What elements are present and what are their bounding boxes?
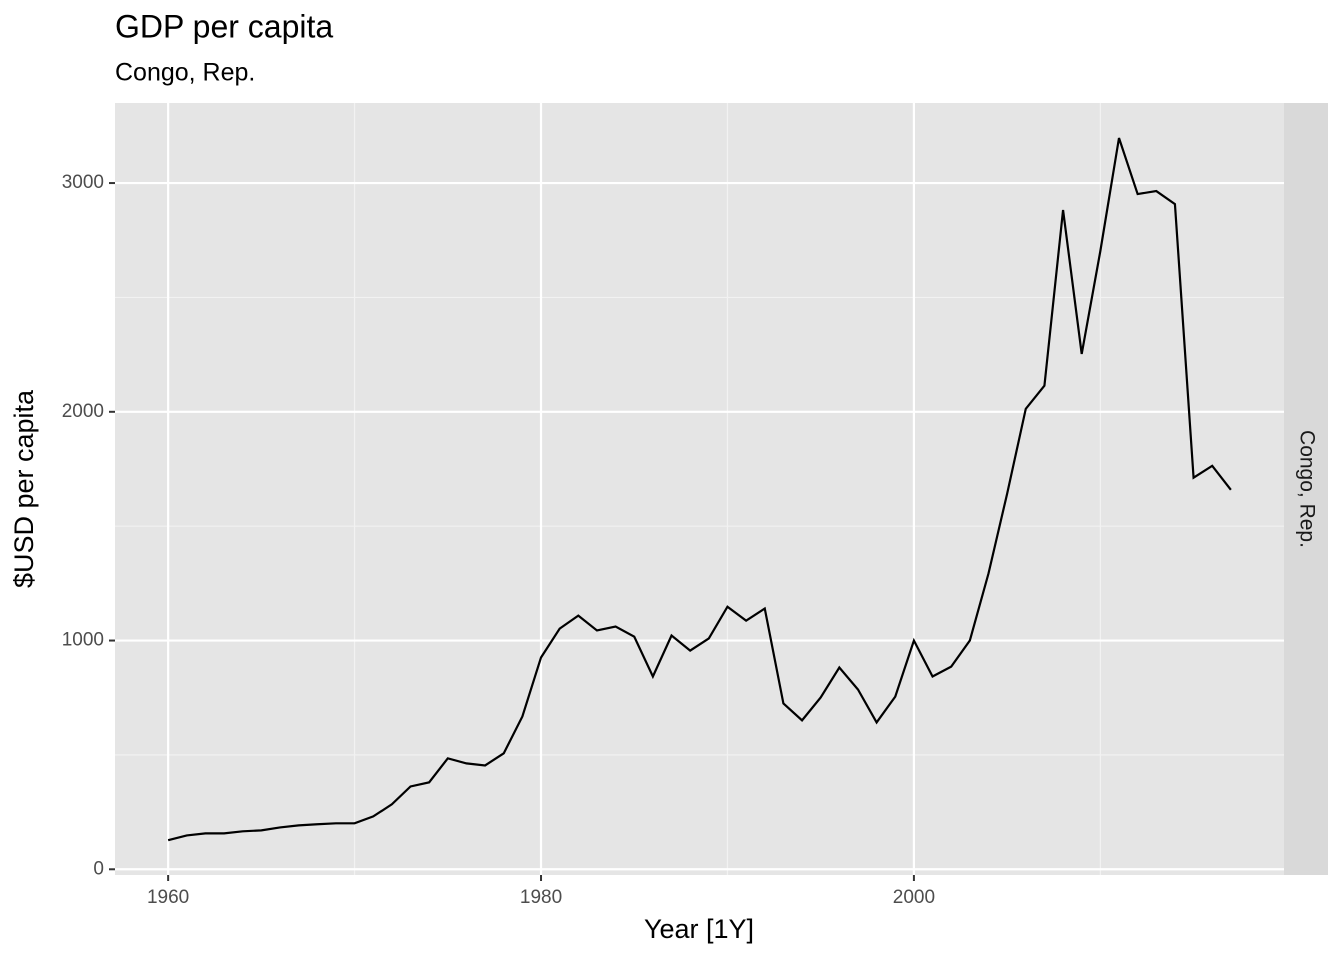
y-tick-label: 3000 bbox=[62, 172, 104, 193]
chart-subtitle: Congo, Rep. bbox=[115, 59, 255, 87]
facet-strip bbox=[1284, 103, 1328, 875]
facet-label: Congo, Rep. bbox=[1295, 430, 1318, 548]
y-tick-label: 2000 bbox=[62, 401, 104, 422]
x-tick-label: 2000 bbox=[893, 887, 935, 908]
chart-title: GDP per capita bbox=[115, 8, 333, 44]
y-tick-label: 1000 bbox=[62, 630, 104, 651]
panel bbox=[115, 103, 1284, 875]
y-tick-label: 0 bbox=[93, 858, 104, 879]
y-axis-label: $USD per capita bbox=[9, 389, 39, 588]
x-axis-label: Year [1Y] bbox=[644, 914, 754, 944]
x-tick-label: 1960 bbox=[147, 887, 189, 908]
x-tick-label: 1980 bbox=[520, 887, 562, 908]
data-line bbox=[167, 137, 1232, 842]
